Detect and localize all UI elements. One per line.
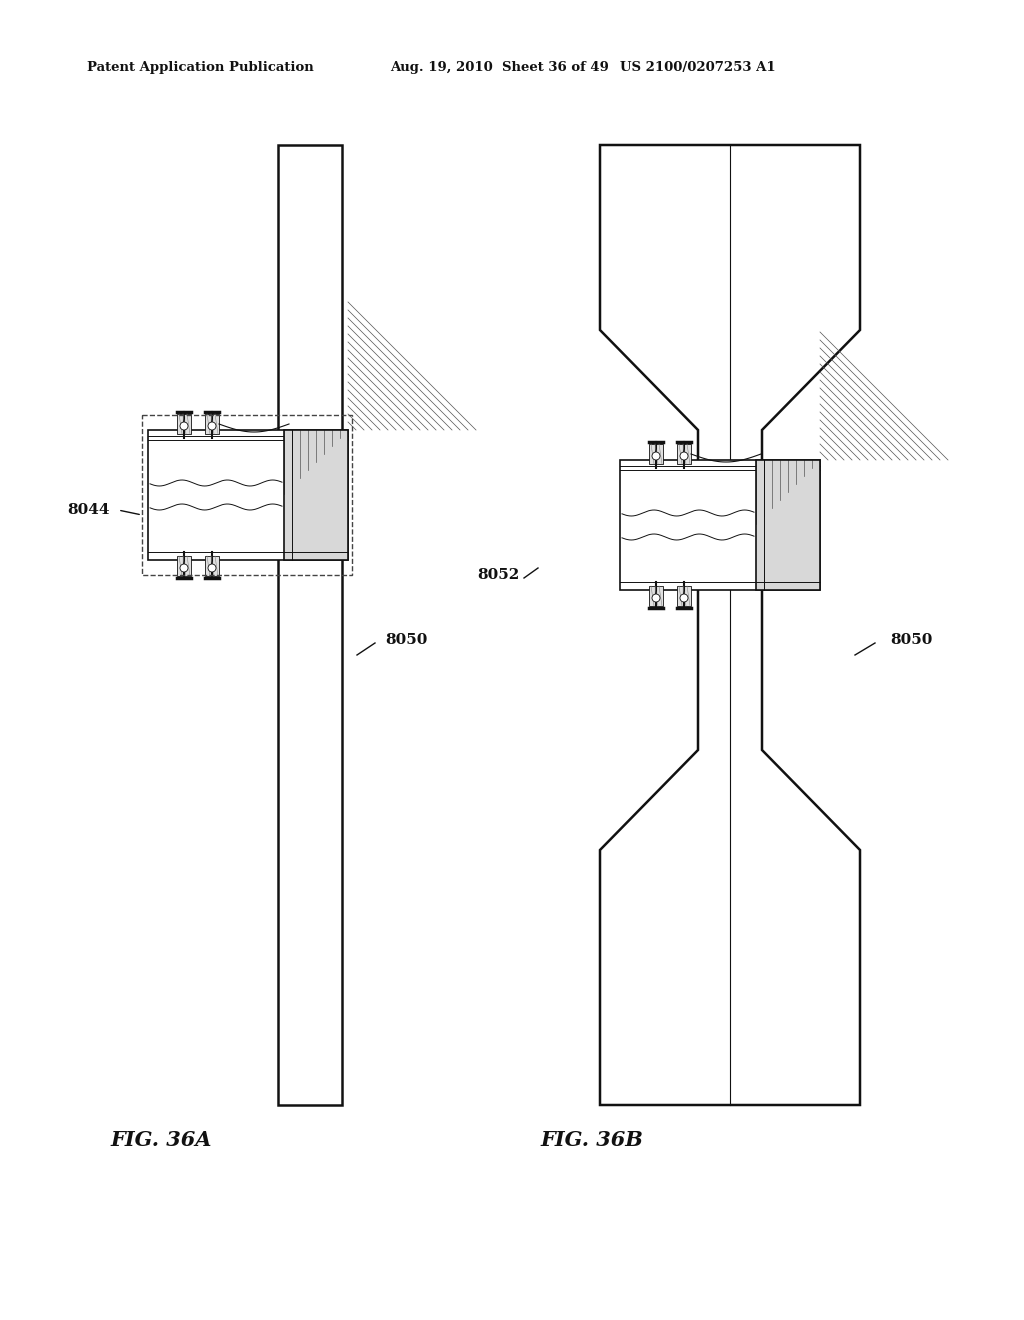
Text: 8050: 8050	[385, 634, 427, 647]
Bar	[148, 430, 348, 560]
Circle shape	[208, 564, 216, 572]
Circle shape	[652, 594, 660, 602]
Text: 8050: 8050	[890, 634, 933, 647]
Text: Patent Application Publication: Patent Application Publication	[87, 62, 313, 74]
Text: US 2100/0207253 A1: US 2100/0207253 A1	[620, 62, 775, 74]
Bar	[649, 444, 663, 465]
Bar	[205, 556, 219, 576]
Bar	[142, 414, 352, 576]
Circle shape	[680, 594, 688, 602]
Circle shape	[652, 451, 660, 459]
Text: 8052: 8052	[478, 568, 520, 582]
Bar	[756, 459, 820, 590]
Bar	[756, 459, 820, 590]
Text: 8044: 8044	[68, 503, 110, 517]
Bar	[677, 586, 691, 606]
Text: FIG. 36A: FIG. 36A	[110, 1130, 212, 1150]
Bar	[284, 430, 348, 560]
Bar	[620, 459, 820, 590]
Circle shape	[180, 422, 188, 430]
Text: Aug. 19, 2010  Sheet 36 of 49: Aug. 19, 2010 Sheet 36 of 49	[390, 62, 609, 74]
Polygon shape	[600, 145, 860, 1105]
Bar	[649, 586, 663, 606]
Circle shape	[208, 422, 216, 430]
Text: FIG. 36B: FIG. 36B	[540, 1130, 643, 1150]
Bar	[177, 414, 191, 434]
Bar	[278, 145, 342, 1105]
Circle shape	[180, 564, 188, 572]
Bar	[205, 414, 219, 434]
Bar	[284, 430, 348, 560]
Circle shape	[680, 451, 688, 459]
Bar	[177, 556, 191, 576]
Bar	[677, 444, 691, 465]
